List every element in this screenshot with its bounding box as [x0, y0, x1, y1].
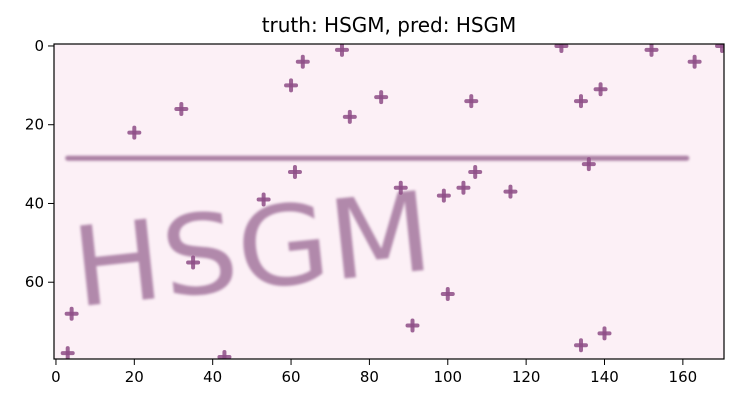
axes-frame: [53, 43, 725, 360]
noise-point: [468, 164, 483, 179]
noise-point: [64, 306, 79, 321]
noise-point: [217, 350, 232, 359]
x-tick-label: 80: [360, 368, 379, 386]
noise-point: [573, 338, 588, 353]
y-tick-label: 0: [34, 37, 44, 55]
noise-point: [295, 54, 310, 69]
x-tick-label: 140: [590, 368, 619, 386]
noise-point: [127, 125, 142, 140]
noise-point: [186, 255, 201, 270]
noise-point: [60, 346, 75, 359]
noise-point: [644, 44, 659, 57]
noise-point: [393, 180, 408, 195]
noise-point: [715, 44, 724, 53]
noise-point: [581, 157, 596, 172]
y-tick-label: 60: [25, 273, 44, 291]
noise-point: [593, 82, 608, 97]
noise-point: [597, 326, 612, 341]
noise-point: [456, 180, 471, 195]
noise-point: [174, 101, 189, 116]
noise-point: [436, 188, 451, 203]
noise-point: [256, 192, 271, 207]
noise-point: [374, 90, 389, 105]
noise-point: [554, 44, 569, 53]
x-tick-label: 100: [433, 368, 462, 386]
y-tick-label: 40: [25, 194, 44, 212]
x-tick-label: 0: [51, 368, 61, 386]
y-axis: 0 20 40 60: [25, 37, 54, 291]
noise-point: [503, 184, 518, 199]
x-tick-label: 120: [512, 368, 541, 386]
x-tick-label: 160: [669, 368, 698, 386]
noise-point: [405, 318, 420, 333]
noise-point: [334, 44, 349, 57]
noise-point: [287, 164, 302, 179]
noise-point: [687, 54, 702, 69]
noise-points: [60, 44, 724, 359]
x-tick-label: 40: [203, 368, 222, 386]
image-background: [54, 44, 724, 359]
x-tick-label: 60: [281, 368, 300, 386]
plot-area: HSGM: [54, 44, 724, 359]
noise-point: [440, 287, 455, 302]
chart-title: truth: HSGM, pred: HSGM: [262, 13, 517, 37]
x-axis: 0 20 40 60 80 100 120 140 160: [51, 359, 697, 386]
noise-point: [284, 78, 299, 93]
noise-point: [464, 94, 479, 109]
x-tick-label: 20: [125, 368, 144, 386]
noise-point: [573, 94, 588, 109]
noise-point: [342, 109, 357, 124]
y-tick-label: 20: [25, 116, 44, 134]
